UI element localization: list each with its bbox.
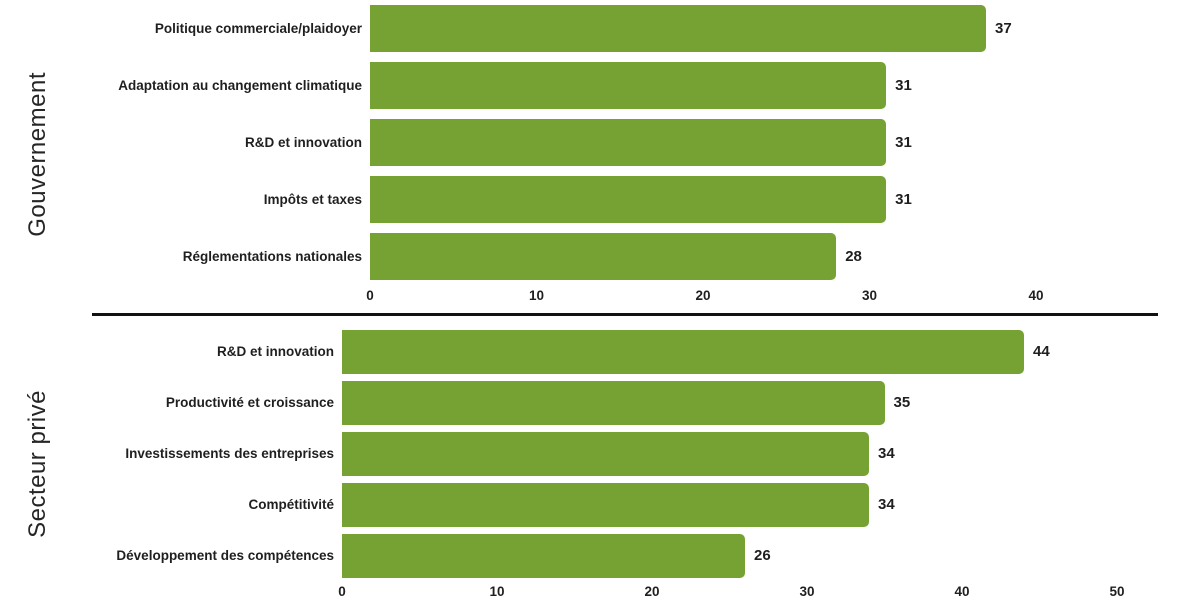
group-label-wrap: Gouvernement — [24, 0, 52, 309]
category-label: R&D et innovation — [245, 134, 362, 150]
bar — [370, 62, 887, 109]
bar-row: Réglementations nationales 28 — [0, 228, 1200, 285]
group-axis-label-gouvernement: Gouvernement — [24, 72, 51, 237]
x-tick-label: 30 — [799, 584, 815, 599]
value-label: 44 — [1033, 343, 1050, 360]
value-label: 26 — [754, 547, 771, 564]
value-label: 31 — [895, 191, 912, 208]
category-label: Développement des compétences — [116, 547, 334, 563]
bar-row: Politique commerciale/plaidoyer 37 — [0, 0, 1200, 57]
bar — [342, 380, 885, 425]
category-label: Investissements des entreprises — [125, 445, 334, 461]
bar-track: 34 — [342, 479, 1200, 530]
bar — [370, 233, 837, 280]
value-label: 34 — [878, 496, 895, 513]
bar — [370, 119, 887, 166]
x-tick-label: 0 — [338, 584, 346, 599]
category-label: R&D et innovation — [217, 343, 334, 359]
group-axis-label-secteur-prive: Secteur privé — [24, 389, 51, 538]
value-label: 37 — [995, 20, 1012, 37]
category-label: Compétitivité — [248, 496, 334, 512]
bar-track: 31 — [370, 57, 1200, 114]
x-tick-label: 40 — [1028, 288, 1044, 303]
bar-track: 35 — [342, 377, 1200, 428]
bar-row: Impôts et taxes 31 — [0, 171, 1200, 228]
x-tick-label: 20 — [644, 584, 660, 599]
bar — [342, 533, 745, 578]
group-label-wrap: Secteur privé — [24, 326, 52, 600]
x-tick-label: 20 — [695, 288, 711, 303]
category-label: Réglementations nationales — [182, 248, 362, 264]
bar-rows: Politique commerciale/plaidoyer 37 Adaptat… — [0, 0, 1200, 285]
category-label: Impôts et taxes — [263, 191, 362, 207]
section-divider — [92, 313, 1158, 316]
value-label: 34 — [878, 445, 895, 462]
bar-row: Productivité et croissance 35 — [0, 377, 1200, 428]
chart-secteur-prive: Secteur privé R&D et innovation 44 Product… — [0, 326, 1200, 600]
bar-row: Développement des compétences 26 — [0, 530, 1200, 581]
category-label: Politique commerciale/plaidoyer — [154, 20, 362, 36]
x-axis: 0 10 20 30 40 50 — [338, 581, 1200, 600]
bar-row: Investissements des entreprises 34 — [0, 428, 1200, 479]
bar-row: Adaptation au changement climatique 31 — [0, 57, 1200, 114]
bar — [370, 5, 987, 52]
x-tick-label: 40 — [954, 584, 970, 599]
bar-track: 26 — [342, 530, 1200, 581]
bar — [342, 329, 1024, 374]
bar-track: 34 — [342, 428, 1200, 479]
bar-row: R&D et innovation 31 — [0, 114, 1200, 171]
value-label: 28 — [845, 248, 862, 265]
bar-row: R&D et innovation 44 — [0, 326, 1200, 377]
x-tick-label: 30 — [861, 288, 878, 303]
x-tick-label: 10 — [528, 288, 545, 303]
bar-track: 31 — [370, 114, 1200, 171]
value-label: 31 — [895, 77, 912, 94]
category-label: Productivité et croissance — [165, 394, 334, 410]
chart-gouvernement: Gouvernement Politique commerciale/plaid… — [0, 0, 1200, 309]
bar-track: 37 — [370, 0, 1200, 57]
bar-track: 31 — [370, 171, 1200, 228]
bar — [342, 482, 869, 527]
x-tick-label: 0 — [366, 288, 374, 303]
bar — [342, 431, 869, 476]
bar-track: 28 — [370, 228, 1200, 285]
x-tick-label: 10 — [489, 584, 505, 599]
value-label: 35 — [893, 394, 911, 411]
value-label: 31 — [895, 134, 912, 151]
x-tick-label: 50 — [1109, 584, 1125, 599]
bar-rows: R&D et innovation 44 Productivité et crois… — [0, 326, 1200, 581]
bar-row: Compétitivité 34 — [0, 479, 1200, 530]
bar — [370, 176, 887, 223]
category-label: Adaptation au changement climatique — [118, 77, 362, 93]
x-axis: 0 10 20 30 40 — [366, 285, 1200, 309]
bar-track: 44 — [342, 326, 1200, 377]
